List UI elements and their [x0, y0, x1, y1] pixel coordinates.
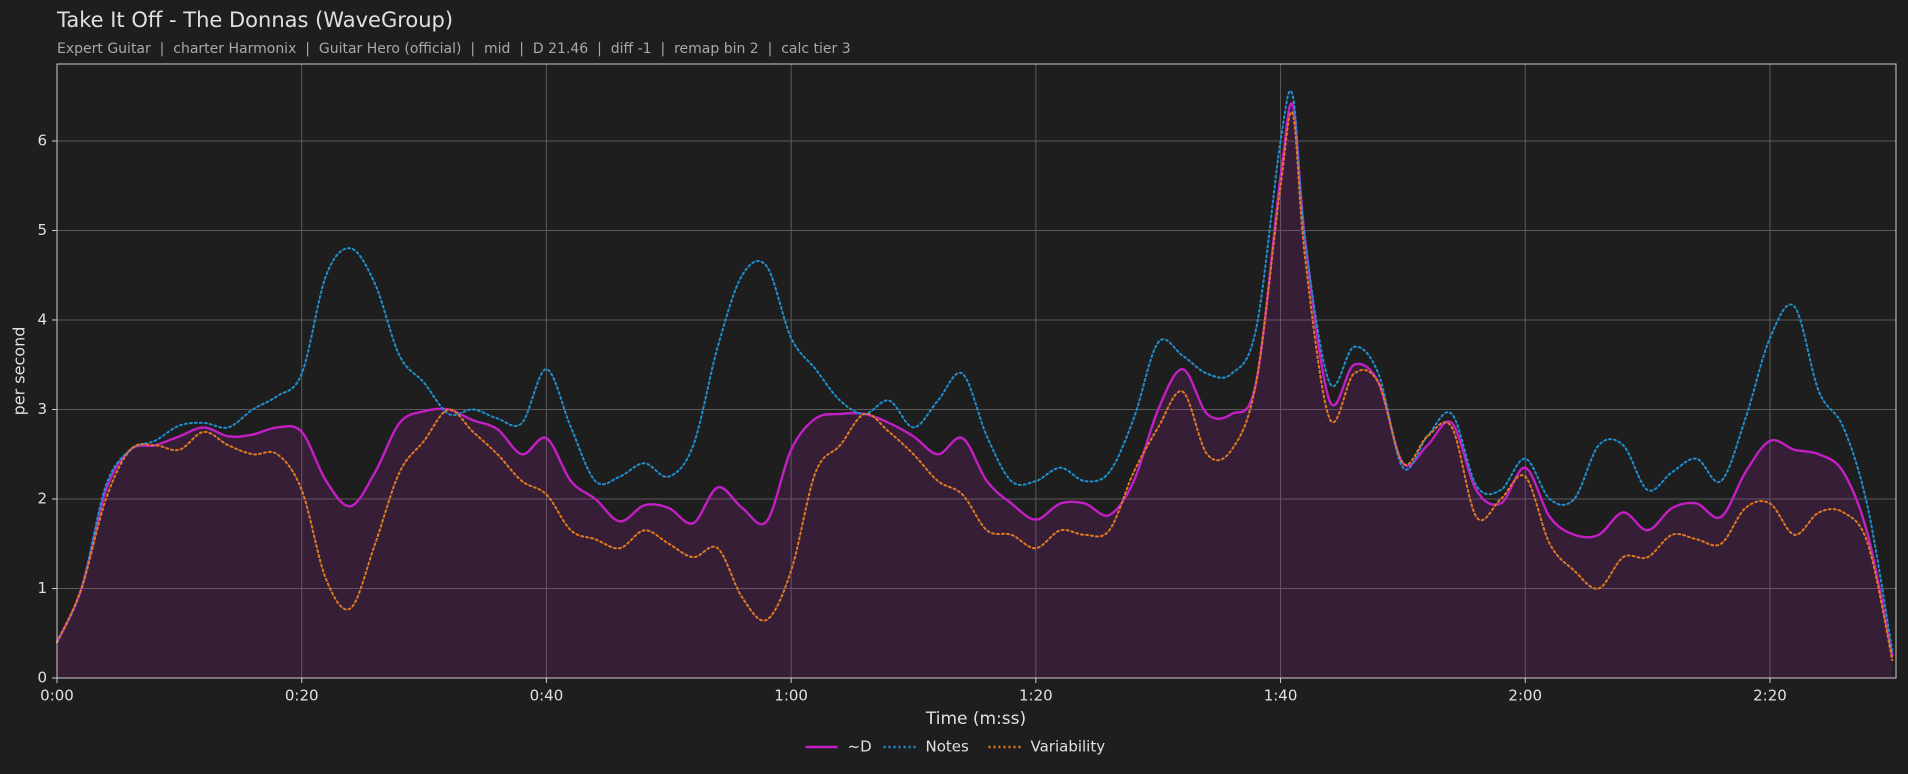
x-tick-label: 2:00 [1508, 687, 1542, 705]
y-axis-label: per second [10, 327, 29, 416]
y-tick-label: 6 [37, 131, 47, 149]
legend-label: ~D [848, 738, 872, 756]
x-tick-label: 1:40 [1264, 687, 1298, 705]
y-tick-label: 3 [37, 400, 47, 418]
x-tick-label: 0:00 [40, 687, 74, 705]
chart-title: Take It Off - The Donnas (WaveGroup) [56, 8, 453, 32]
x-tick-label: 0:20 [285, 687, 319, 705]
chart-subtitle: Expert Guitar | charter Harmonix | Guita… [57, 41, 851, 57]
legend-label: Notes [926, 738, 970, 756]
y-tick-label: 1 [37, 579, 47, 597]
y-tick-label: 4 [37, 310, 47, 328]
line [56, 89, 1894, 653]
legend-label: Variability [1031, 738, 1106, 756]
line [55, 102, 1894, 657]
y-tick-label: 5 [37, 221, 47, 239]
y-tick-label: 2 [37, 489, 47, 507]
plot-frame [56, 63, 1897, 679]
x-tick-label: 1:00 [774, 687, 808, 705]
y-tick-label: 0 [37, 669, 47, 687]
x-tick-label: 1:20 [1019, 687, 1053, 705]
x-tick-label: 0:40 [530, 687, 564, 705]
x-tick-label: 2:20 [1753, 687, 1787, 705]
x-axis-label: Time (m:ss) [925, 709, 1026, 729]
line [56, 111, 1894, 662]
area [57, 103, 1893, 679]
